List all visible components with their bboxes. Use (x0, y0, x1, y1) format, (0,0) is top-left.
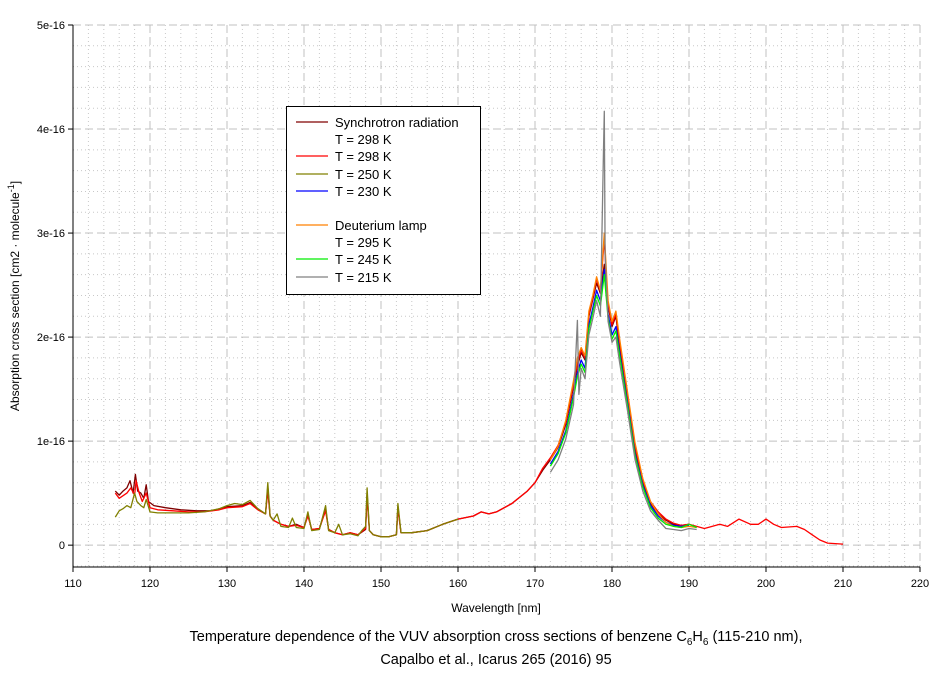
grid (73, 24, 921, 567)
axes: 110 120 130 140 150 160 170 180 190 200 210 220 0 1e-… (37, 20, 929, 590)
legend-label: T = 295 K (335, 235, 392, 250)
legend-label: T = 298 K (335, 149, 392, 164)
legend-label: Deuterium lamp (335, 218, 427, 233)
series-line-2 (114, 482, 459, 538)
y-tick-label: 4e-16 (37, 124, 65, 136)
x-tick-label: 120 (141, 578, 159, 590)
x-tick-label: 170 (526, 578, 544, 590)
x-axis-label: Wavelength [nm] (451, 601, 541, 615)
y-tick-label: 2e-16 (37, 332, 65, 344)
legend-box (286, 106, 481, 295)
series-line-0 (114, 263, 690, 538)
legend-label: T = 298 K (335, 132, 392, 147)
y-tick-label: 0 (59, 540, 65, 552)
legend-label: T = 230 K (335, 184, 392, 199)
y-tick-label: 5e-16 (37, 20, 65, 32)
x-tick-label: 140 (295, 578, 313, 590)
series-line-6 (549, 110, 697, 532)
chart-title-line1: Temperature dependence of the VUV absorp… (190, 629, 803, 648)
y-tick-label: 1e-16 (37, 436, 65, 448)
y-tick-label: 3e-16 (37, 228, 65, 240)
y-axis-label: Absorption cross section [cm2 · molecule… (6, 181, 22, 411)
series-line-5 (549, 274, 697, 529)
legend-label: Synchrotron radiation (335, 115, 459, 130)
x-tick-label: 190 (680, 578, 698, 590)
x-tick-label: 130 (218, 578, 236, 590)
x-tick-label: 220 (911, 578, 929, 590)
legend: Synchrotron radiation T = 298 K T = 298 K T… (286, 106, 481, 295)
x-tick-label: 110 (64, 578, 82, 590)
x-tick-label: 160 (449, 578, 467, 590)
chart-title-line2: Capalbo et al., Icarus 265 (2016) 95 (380, 652, 611, 668)
legend-label: T = 250 K (335, 167, 392, 182)
series-lines (114, 110, 844, 545)
legend-label: T = 245 K (335, 252, 392, 267)
x-tick-label: 200 (757, 578, 775, 590)
x-tick-label: 180 (603, 578, 621, 590)
legend-label: T = 215 K (335, 270, 392, 285)
x-tick-label: 150 (372, 578, 390, 590)
x-tick-label: 210 (834, 578, 852, 590)
